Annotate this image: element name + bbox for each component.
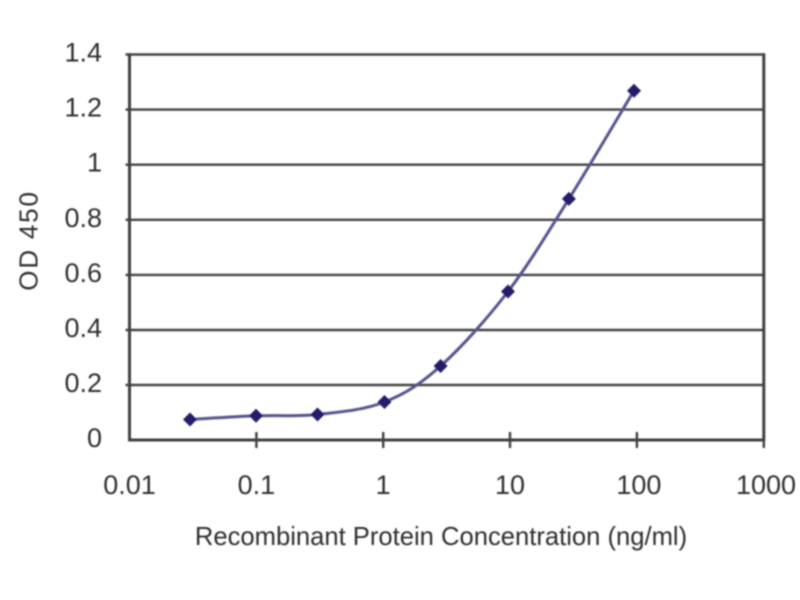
svg-text:OD 450: OD 450: [14, 190, 44, 290]
svg-text:Recombinant Protein Concentrat: Recombinant Protein Concentration (ng/ml…: [195, 523, 687, 551]
svg-text:0.1: 0.1: [238, 470, 276, 500]
svg-text:0.8: 0.8: [64, 203, 102, 233]
svg-text:1.2: 1.2: [64, 93, 102, 123]
svg-text:0: 0: [87, 423, 102, 453]
svg-text:0.2: 0.2: [64, 368, 102, 398]
svg-text:1.4: 1.4: [64, 38, 102, 68]
svg-text:0.01: 0.01: [103, 470, 156, 500]
svg-text:1000: 1000: [736, 470, 796, 500]
svg-text:1: 1: [376, 470, 391, 500]
svg-text:10: 10: [495, 470, 525, 500]
svg-text:0.4: 0.4: [64, 313, 102, 343]
svg-text:100: 100: [616, 470, 661, 500]
svg-text:0.6: 0.6: [64, 258, 102, 288]
svg-text:1: 1: [87, 148, 102, 178]
